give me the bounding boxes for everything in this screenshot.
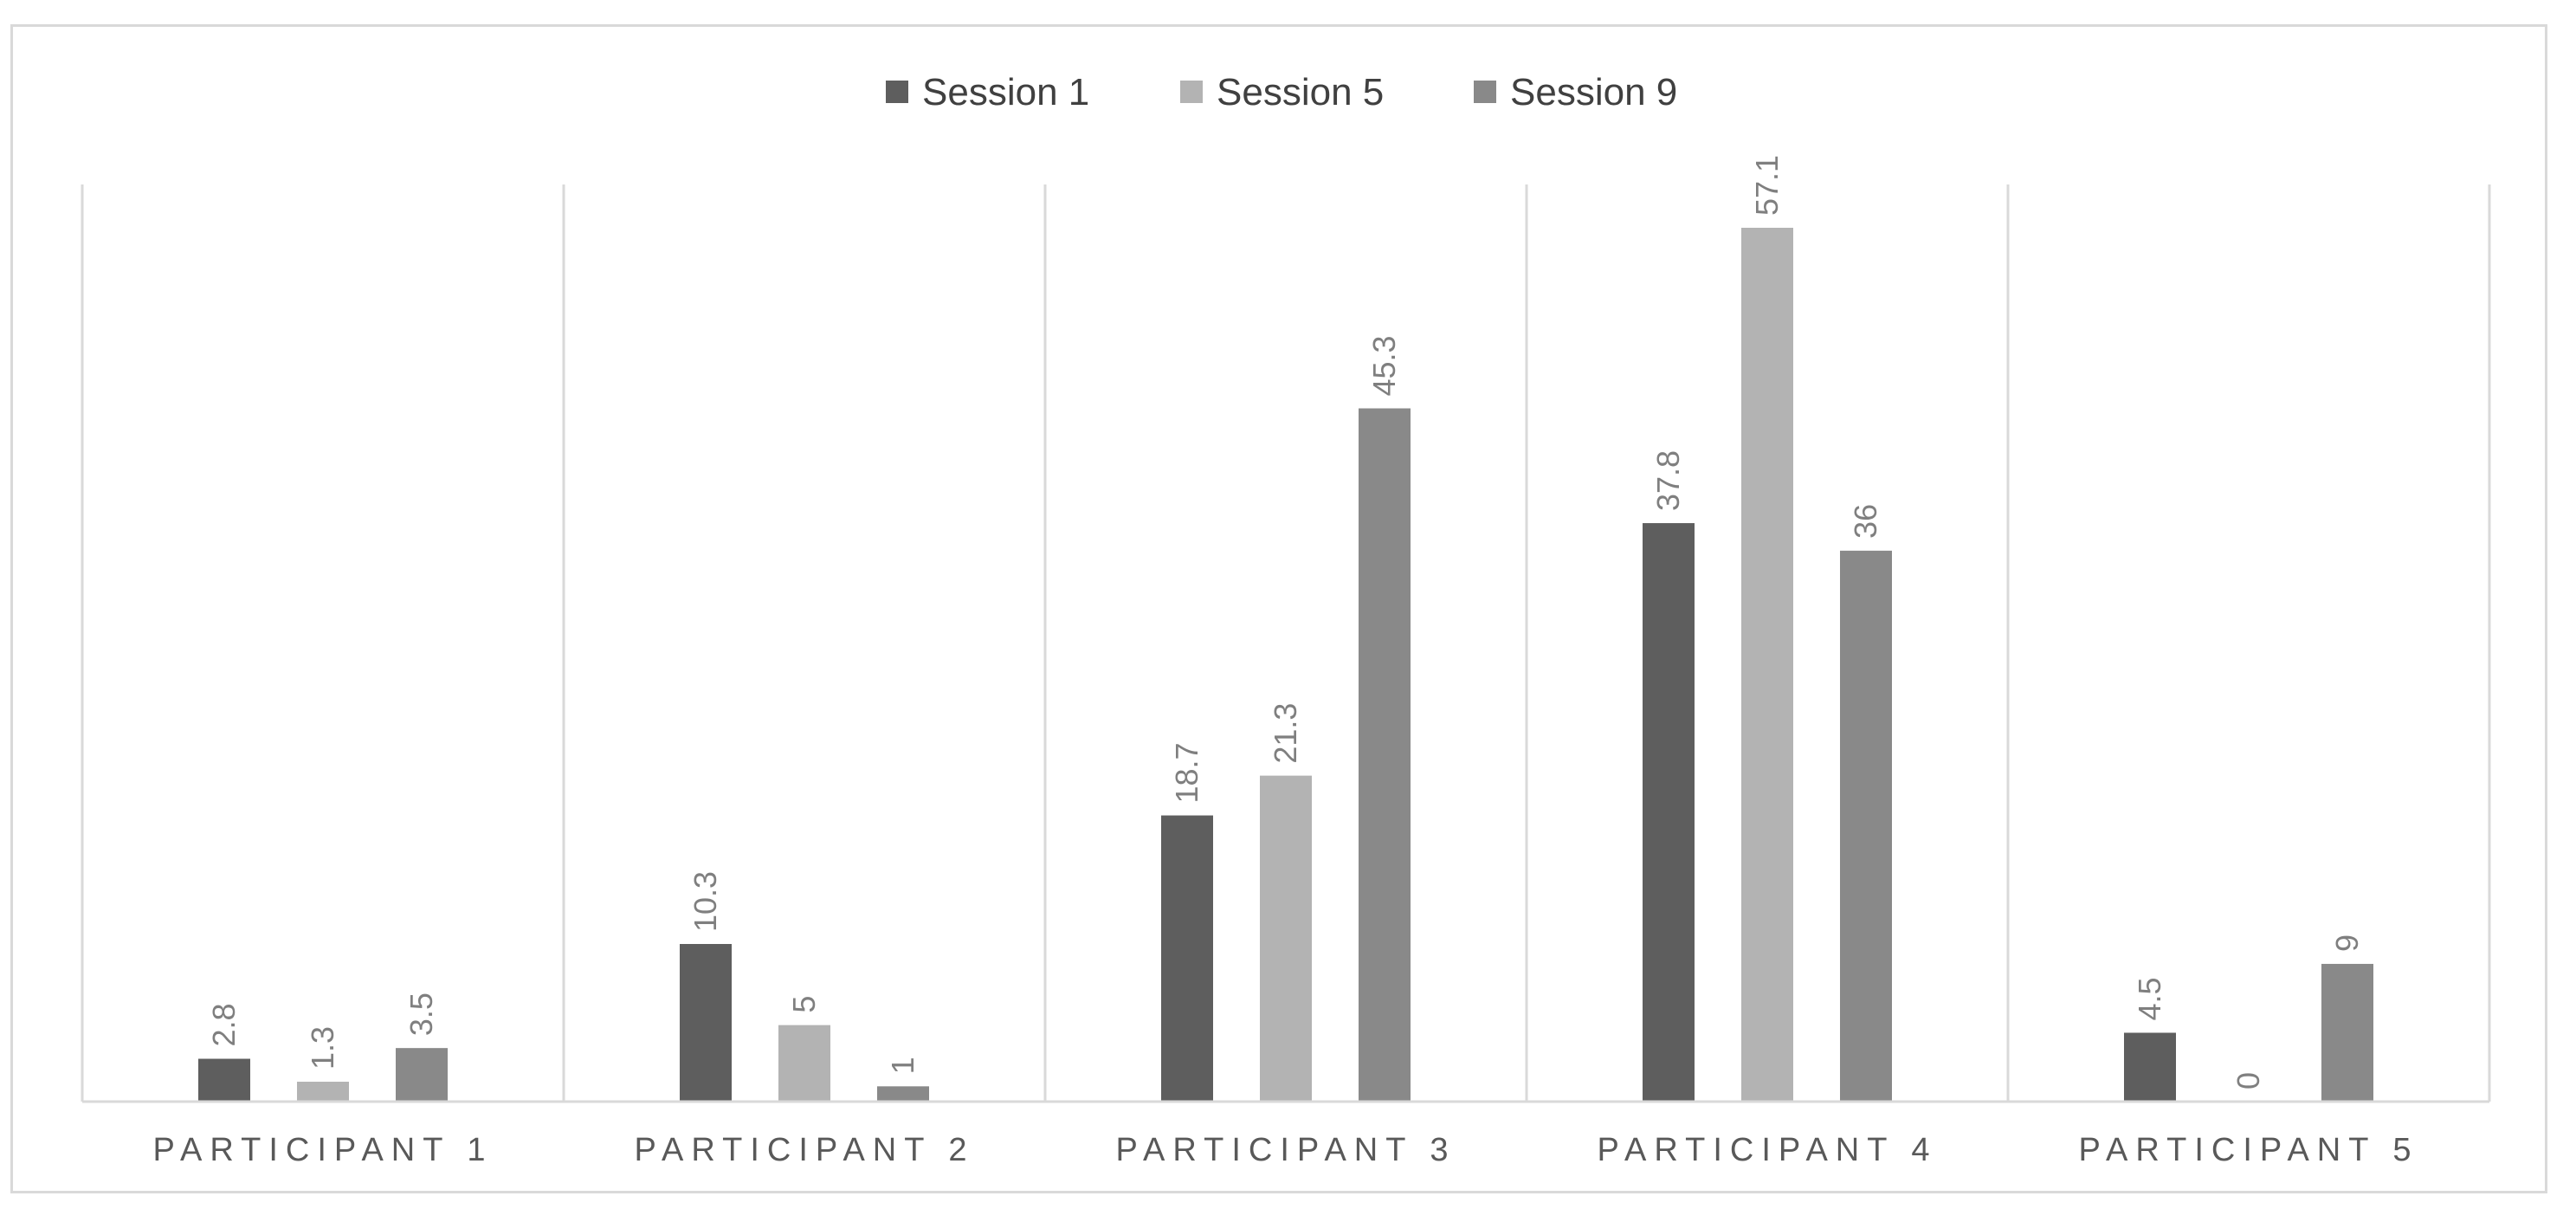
bar-session-1-p5	[2124, 1032, 2176, 1102]
bar-chart: Session 1 Session 5 Session 9 2.8 1.3 3.5 10.…	[81, 71, 2491, 1168]
data-label: 2.8	[206, 1003, 242, 1046]
bar-session-5-p2	[778, 1025, 830, 1102]
category-label-5: PARTICIPANT 5	[2079, 1132, 2419, 1168]
legend-label-2: Session 5	[1217, 71, 1384, 113]
category-label-3: PARTICIPANT 3	[1116, 1132, 1456, 1168]
legend-label-3: Session 9	[1510, 71, 1677, 113]
data-label: 18.7	[1169, 742, 1204, 803]
data-label: 45.3	[1366, 335, 1402, 396]
legend-swatch-2	[1180, 81, 1203, 103]
bar-session-5-p3	[1260, 775, 1312, 1102]
bar-session-1-p4	[1643, 523, 1695, 1102]
category-label-4: PARTICIPANT 4	[1598, 1132, 1938, 1168]
category-label-1: PARTICIPANT 1	[153, 1132, 494, 1168]
data-label: 0	[2231, 1072, 2266, 1089]
data-label: 9	[2329, 934, 2365, 952]
data-label: 36	[1848, 504, 1883, 539]
data-label: 21.3	[1268, 703, 1303, 764]
legend-swatch-1	[886, 81, 908, 103]
bar-session-1-p2	[680, 943, 732, 1102]
bar-session-9-p1	[396, 1048, 448, 1102]
data-label: 5	[786, 996, 822, 1013]
category-labels: PARTICIPANT 1 PARTICIPANT 2 PARTICIPANT 3 P…	[153, 1132, 2419, 1168]
bar-session-9-p5	[2321, 963, 2373, 1102]
bar-session-5-p1	[297, 1082, 349, 1102]
data-label: 37.8	[1650, 450, 1686, 511]
data-label: 57.1	[1749, 155, 1785, 216]
bar-session-9-p3	[1359, 408, 1411, 1102]
bar-session-9-p4	[1840, 550, 1892, 1102]
data-label: 3.5	[404, 992, 439, 1036]
bars	[198, 228, 2373, 1102]
bar-session-1-p1	[198, 1058, 250, 1102]
category-label-2: PARTICIPANT 2	[635, 1132, 975, 1168]
data-label: 1.3	[305, 1026, 340, 1070]
data-labels: 2.8 1.3 3.5 10.3 5 1 18.7 21.3 45.3 37.8 57.1 36 4.5…	[206, 155, 2365, 1089]
data-label: 4.5	[2132, 977, 2167, 1020]
category-separators	[81, 184, 2491, 1102]
bar-session-1-p3	[1161, 815, 1213, 1102]
data-label: 1	[885, 1057, 920, 1074]
legend-swatch-3	[1474, 81, 1496, 103]
chart-frame: Session 1 Session 5 Session 9 2.8 1.3 3.5 10.…	[10, 24, 2547, 1193]
legend-label-1: Session 1	[922, 71, 1089, 113]
bar-session-9-p2	[877, 1086, 929, 1102]
data-label: 10.3	[688, 871, 723, 932]
bar-session-5-p4	[1741, 228, 1793, 1102]
legend: Session 1 Session 5 Session 9	[886, 71, 1677, 113]
